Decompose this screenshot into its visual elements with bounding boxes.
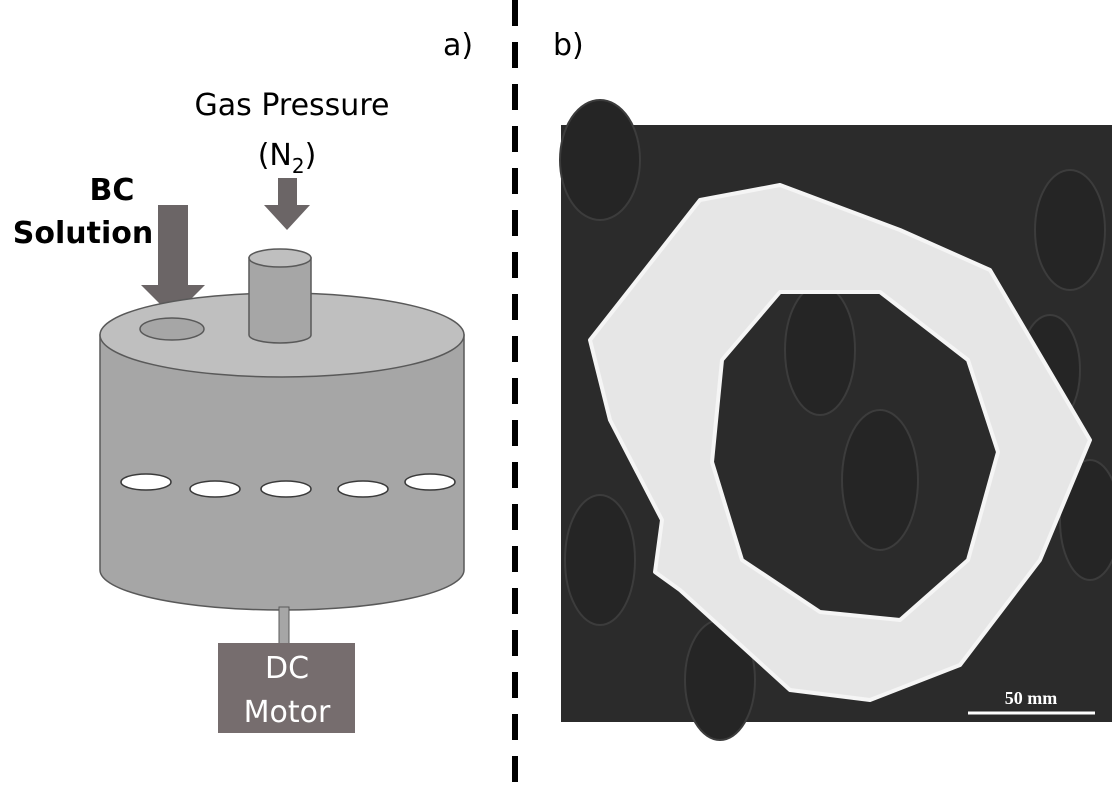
photo: 50 mm	[560, 100, 1112, 740]
inlet-hole	[140, 318, 204, 340]
mat-pattern	[785, 285, 855, 415]
bc-label: BC	[90, 173, 135, 208]
formula-close: )	[305, 138, 317, 173]
panel-label: b)	[553, 28, 584, 63]
gas-formula: (N2)	[258, 138, 317, 178]
gas-inlet-top	[249, 249, 311, 267]
orifice	[261, 481, 311, 497]
orifice	[121, 474, 171, 490]
mat-pattern	[842, 410, 918, 550]
panel-label: a)	[443, 28, 473, 63]
figure: a) b) Gas Pressure (N2) BC Solution DC M…	[0, 0, 1112, 793]
formula-subscript: 2	[292, 154, 305, 178]
motor-label: Motor	[244, 695, 331, 730]
shaft	[279, 607, 289, 644]
bc-label: Solution	[13, 216, 153, 251]
gas-inlet	[249, 258, 311, 343]
mat-pattern	[560, 100, 640, 220]
gas-pressure-label: Gas Pressure	[195, 88, 390, 123]
scale-bar-label: 50 mm	[1005, 688, 1058, 708]
orifice	[190, 481, 240, 497]
motor-label: DC	[265, 651, 309, 686]
gas-arrow	[264, 178, 310, 230]
formula-open: (N	[258, 138, 292, 173]
mat-pattern	[1035, 170, 1105, 290]
orifice	[405, 474, 455, 490]
orifice	[338, 481, 388, 497]
mat-pattern	[565, 495, 635, 625]
